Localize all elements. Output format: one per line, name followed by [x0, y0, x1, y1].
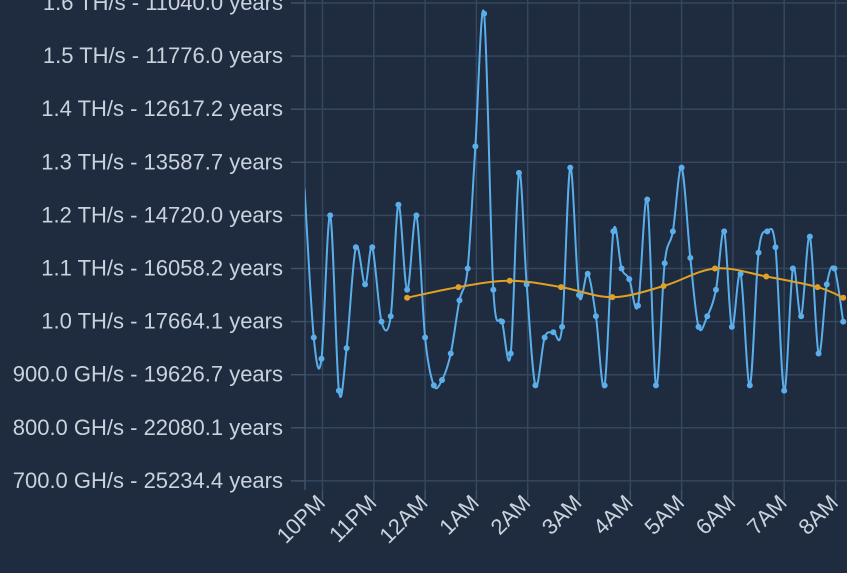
data-point [840, 318, 847, 325]
data-point [781, 387, 788, 394]
data-point [576, 292, 582, 299]
y-tick-label: 1.6 TH/s - 11040.0 years [43, 0, 283, 15]
data-point [737, 270, 744, 277]
data-point [515, 169, 522, 176]
data-point [669, 228, 676, 235]
data-point [335, 387, 342, 394]
series-line-2 [406, 267, 844, 299]
y-tick-label: 700.0 GH/s - 25234.4 years [13, 468, 283, 493]
data-point [318, 355, 325, 362]
y-tick-label: 1.2 TH/s - 14720.0 years [41, 202, 283, 227]
data-point [610, 228, 617, 235]
data-point [789, 265, 796, 272]
data-point [712, 286, 719, 293]
data-point [592, 313, 599, 320]
data-point [661, 260, 668, 267]
data-point [413, 212, 420, 219]
data-point [626, 276, 633, 283]
data-point [728, 323, 735, 330]
y-tick-label: 800.0 GH/s - 22080.1 years [13, 415, 283, 440]
data-point [763, 273, 770, 280]
data-point [395, 201, 402, 208]
y-tick-label: 1.3 TH/s - 13587.7 years [41, 149, 283, 174]
data-point [644, 196, 651, 203]
data-point [806, 233, 813, 240]
data-point [567, 164, 574, 171]
data-point [660, 283, 667, 290]
data-point [455, 284, 462, 291]
x-tick-label: 12AM [374, 490, 432, 548]
data-point [430, 382, 437, 389]
data-point [584, 270, 591, 277]
data-point [618, 265, 625, 272]
y-tick-label: 1.4 TH/s - 12617.2 years [41, 96, 283, 121]
data-point [764, 228, 771, 235]
data-point [352, 244, 359, 251]
y-tick-label: 1.0 TH/s - 17664.1 years [41, 309, 283, 334]
data-point [558, 284, 565, 291]
y-tick-label: 1.1 TH/s - 16058.2 years [41, 256, 283, 281]
data-point [755, 249, 762, 256]
data-point [378, 318, 385, 325]
data-point [541, 334, 548, 341]
data-point [343, 345, 350, 352]
data-point [746, 382, 753, 389]
y-tick-label: 1.5 TH/s - 11776.0 years [43, 43, 283, 68]
data-point [687, 254, 694, 261]
data-point [506, 277, 513, 284]
data-point [439, 377, 446, 384]
data-point [798, 313, 805, 320]
data-point [609, 294, 616, 301]
y-tick-label: 900.0 GH/s - 19626.7 years [13, 362, 283, 387]
data-point [823, 281, 830, 288]
data-point [550, 329, 557, 336]
data-point [499, 318, 506, 325]
data-point [559, 323, 566, 330]
data-point [447, 350, 454, 357]
data-point [634, 302, 641, 309]
data-point [652, 382, 659, 389]
data-point [772, 244, 779, 251]
x-tick-label: 10PM [272, 490, 330, 548]
data-point [422, 334, 429, 341]
data-point [472, 143, 479, 150]
data-point [369, 244, 376, 251]
data-point [481, 10, 488, 17]
data-point [404, 286, 411, 293]
data-point [532, 382, 539, 389]
data-point [711, 265, 718, 272]
data-point [840, 294, 847, 301]
data-point [721, 228, 728, 235]
data-point [404, 294, 411, 301]
data-point [490, 286, 497, 293]
data-point [456, 297, 463, 304]
data-point [704, 313, 711, 320]
data-point [362, 281, 369, 288]
data-point [507, 350, 514, 357]
data-point [310, 334, 317, 341]
data-point [695, 323, 702, 330]
data-point [327, 212, 334, 219]
data-point [815, 350, 822, 357]
data-point [678, 164, 685, 171]
data-point [814, 284, 821, 291]
data-point [464, 265, 471, 272]
series-line-1 [305, 9, 845, 399]
x-tick-label: 11PM [324, 490, 381, 547]
data-point [387, 313, 394, 320]
data-point [601, 382, 608, 389]
data-point [831, 265, 838, 272]
